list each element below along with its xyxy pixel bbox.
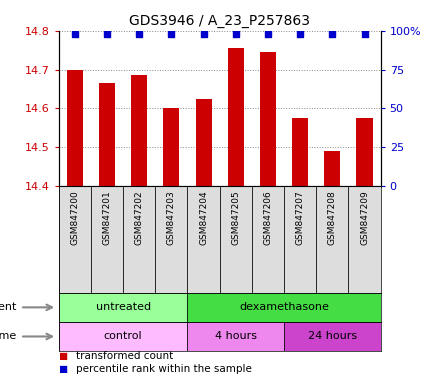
Bar xyxy=(324,151,339,186)
Bar xyxy=(251,186,283,293)
Text: 24 hours: 24 hours xyxy=(307,331,356,341)
Point xyxy=(200,31,207,37)
Text: ◼: ◼ xyxy=(59,351,68,361)
Text: GSM847203: GSM847203 xyxy=(167,190,175,245)
Title: GDS3946 / A_23_P257863: GDS3946 / A_23_P257863 xyxy=(129,14,309,28)
Bar xyxy=(59,293,187,322)
Text: GSM847204: GSM847204 xyxy=(199,190,207,245)
Bar xyxy=(356,118,372,186)
Bar xyxy=(99,83,115,186)
Bar xyxy=(131,75,147,186)
Point xyxy=(360,31,367,37)
Bar xyxy=(348,186,380,293)
Text: GSM847208: GSM847208 xyxy=(327,190,336,245)
Point xyxy=(103,31,110,37)
Text: transformed count: transformed count xyxy=(76,351,173,361)
Bar xyxy=(283,186,316,293)
Point xyxy=(135,31,142,37)
Text: GSM847201: GSM847201 xyxy=(102,190,111,245)
Text: percentile rank within the sample: percentile rank within the sample xyxy=(76,364,251,374)
Text: time: time xyxy=(0,331,17,341)
Bar xyxy=(91,186,123,293)
Bar xyxy=(187,293,380,322)
Text: GSM847205: GSM847205 xyxy=(231,190,240,245)
Bar xyxy=(260,52,275,186)
Bar xyxy=(59,186,91,293)
Bar xyxy=(123,186,155,293)
Bar xyxy=(292,118,308,186)
Bar xyxy=(67,70,82,186)
Point xyxy=(328,31,335,37)
Text: untreated: untreated xyxy=(95,302,150,312)
Bar xyxy=(219,186,251,293)
Text: agent: agent xyxy=(0,302,17,312)
Text: GSM847206: GSM847206 xyxy=(263,190,272,245)
Point xyxy=(264,31,271,37)
Point xyxy=(71,31,78,37)
Text: ◼: ◼ xyxy=(59,364,68,374)
Bar xyxy=(163,108,179,186)
Bar xyxy=(155,186,187,293)
Text: GSM847200: GSM847200 xyxy=(70,190,79,245)
Bar xyxy=(283,322,380,351)
Text: control: control xyxy=(104,331,142,341)
Bar xyxy=(227,48,243,186)
Bar xyxy=(59,322,187,351)
Bar xyxy=(316,186,348,293)
Bar xyxy=(187,322,283,351)
Text: GSM847207: GSM847207 xyxy=(295,190,304,245)
Point xyxy=(232,31,239,37)
Text: GSM847202: GSM847202 xyxy=(135,190,143,245)
Text: dexamethasone: dexamethasone xyxy=(239,302,328,312)
Point xyxy=(168,31,174,37)
Bar xyxy=(195,99,211,186)
Point xyxy=(296,31,303,37)
Bar xyxy=(187,186,219,293)
Text: GSM847209: GSM847209 xyxy=(359,190,368,245)
Text: 4 hours: 4 hours xyxy=(214,331,256,341)
